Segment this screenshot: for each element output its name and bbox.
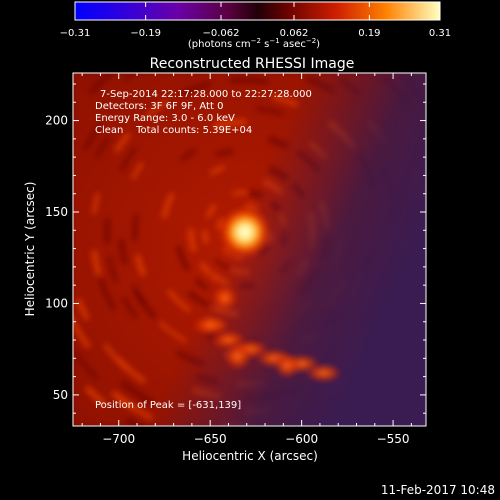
texture-ripple: [42, 321, 54, 345]
texture-ripple: [254, 464, 291, 468]
texture-ripple: [446, 109, 460, 136]
texture-ripple: [54, 171, 61, 196]
texture-ripple: [56, 126, 66, 144]
texture-ripple: [474, 174, 480, 208]
texture-ripple: [51, 236, 54, 268]
texture-ripple: [216, 466, 246, 468]
texture-ripple: [168, 47, 189, 55]
x-axis-label: Heliocentric X (arcsec): [182, 449, 318, 463]
texture-ripple: [462, 241, 467, 280]
colorbar-ticks: [74, 2, 441, 20]
texture-ripple: [491, 242, 495, 278]
secondary-source: [212, 285, 238, 311]
peak-position-label: Position of Peak = [-631,139]: [95, 400, 241, 411]
peak-source: [218, 206, 271, 259]
texture-ripple: [92, 34, 117, 53]
texture-ripple: [448, 187, 451, 206]
x-axis-ticks: −700 −650 −600 −550: [81, 73, 412, 446]
colorbar-tick-label: 0.31: [429, 28, 451, 39]
texture-ripple: [16, 287, 24, 312]
heatmap-sources: [192, 206, 342, 382]
texture-ripple: [147, 447, 180, 459]
texture-ripple: [0, 258, 2, 290]
colorbar-strip: [74, 1, 441, 21]
colorbar-tick-label: −0.19: [130, 28, 161, 39]
y-tick-label: 100: [45, 296, 68, 310]
texture-ripple: [296, 465, 335, 476]
texture-ripple: [35, 125, 50, 159]
info-clean-counts: Clean Total counts: 5.39E+04: [95, 125, 252, 136]
info-time-range: 7-Sep-2014 22:17:28.000 to 22:27:28.000: [100, 89, 312, 100]
texture-ripple: [162, 468, 183, 474]
info-energy-range: Energy Range: 3.0 - 6.0 keV: [95, 113, 235, 124]
texture-ripple: [258, 25, 280, 28]
texture-ripple: [38, 69, 56, 93]
texture-ripple: [52, 368, 65, 385]
texture-ripple: [39, 170, 46, 203]
x-tick-label: −650: [194, 432, 227, 446]
colorbar-tick-label: 0.062: [280, 28, 309, 39]
x-tick-label: −550: [377, 432, 410, 446]
texture-ripple: [414, 73, 422, 76]
texture-ripple: [59, 151, 69, 176]
plot-frame: [72, 72, 427, 427]
colorbar-unit-label: (photons cm−2 s−1 asec−2): [188, 37, 320, 50]
y-tick-label: 150: [45, 205, 68, 219]
texture-ripple: [11, 321, 25, 352]
colorbar-tick-label: −0.062: [202, 28, 239, 39]
secondary-source: [274, 353, 300, 379]
colorbar-tick-label: 0.19: [358, 28, 380, 39]
x-tick-label: −600: [285, 432, 318, 446]
colorbar-tick-label: −0.31: [60, 28, 91, 39]
texture-ripple: [446, 177, 450, 196]
texture-ripple: [483, 155, 490, 183]
secondary-source: [224, 343, 251, 370]
y-axis-label: Heliocentric Y (arcsec): [23, 182, 37, 317]
texture-ripple: [434, 298, 442, 319]
texture-ripple: [459, 295, 472, 331]
footer-date: 11-Feb-2017 10:48: [381, 483, 495, 497]
info-block: 7-Sep-2014 22:17:28.000 to 22:27:28.000 …: [95, 89, 312, 136]
texture-ripple: [209, 480, 234, 482]
texture-ripple: [12, 120, 22, 141]
chart-title: Reconstructed RHESSI Image: [150, 56, 355, 72]
texture-ripple: [437, 235, 439, 261]
y-tick-label: 50: [53, 388, 68, 402]
texture-ripple: [451, 238, 453, 258]
texture-ripple: [430, 368, 455, 401]
heatmap-ridge-blob: [305, 363, 342, 382]
y-tick-label: 200: [45, 114, 68, 128]
y-axis-ticks: 50 100 150 200: [45, 83, 426, 414]
texture-ripple: [423, 126, 426, 135]
texture-ripple: [445, 137, 458, 172]
x-tick-label: −700: [102, 432, 135, 446]
colorbar-tick-labels: −0.31 −0.19 −0.062 0.062 0.19 0.31: [60, 28, 451, 39]
info-detectors: Detectors: 3F 6F 9F, Att 0: [95, 101, 223, 112]
heatmap-ridge-blob: [192, 316, 229, 335]
heatmap-image: [0, 25, 495, 482]
colorbar: −0.31 −0.19 −0.062 0.062 0.19 0.31 (photons c…: [60, 1, 451, 50]
